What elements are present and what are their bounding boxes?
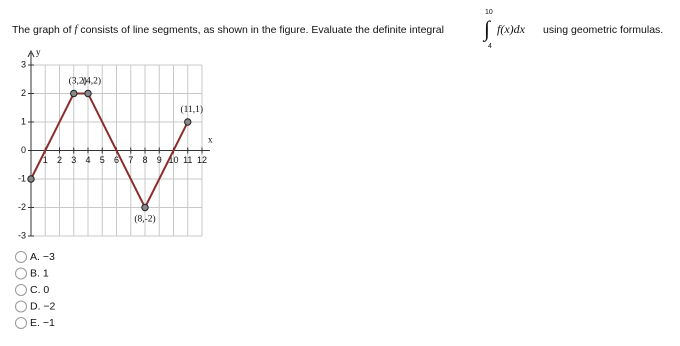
radio-button[interactable] bbox=[15, 300, 27, 313]
x-tick-label: 5 bbox=[100, 155, 105, 165]
choice-label[interactable]: E. −1 bbox=[30, 317, 55, 329]
y-tick-label: -2 bbox=[18, 202, 26, 212]
choice-label[interactable]: A. −3 bbox=[30, 251, 55, 263]
y-tick-label: 1 bbox=[21, 116, 26, 126]
point-label: (8,-2) bbox=[134, 214, 155, 225]
choice-label[interactable]: D. −2 bbox=[30, 300, 56, 312]
x-axis-label: x bbox=[208, 135, 213, 145]
point bbox=[184, 118, 192, 126]
y-tick-label: 2 bbox=[21, 88, 26, 98]
x-tick-label: 8 bbox=[142, 155, 147, 165]
x-tick-label: 12 bbox=[197, 155, 207, 165]
x-tick-label: 6 bbox=[114, 155, 119, 165]
y-arrow bbox=[27, 49, 35, 58]
point bbox=[141, 203, 149, 212]
question-after: using geometric formulas. bbox=[543, 24, 663, 36]
upper-limit: 10 bbox=[485, 9, 493, 16]
y-tick-label: 0 bbox=[21, 145, 26, 155]
question-before: The graph of bbox=[12, 24, 72, 36]
question-text: The graph of f consists of line segments… bbox=[12, 24, 444, 36]
x-tick-label: 4 bbox=[85, 155, 90, 165]
x-tick-label: 11 bbox=[183, 155, 192, 165]
graph: 1 2 3 4 5 6 7 8 9 10 11 12-3-2-10123xy(3,2)(4,2)(8,… bbox=[18, 47, 213, 240]
point bbox=[27, 175, 35, 183]
point-label: (11,1) bbox=[180, 104, 203, 115]
point-label: (3,2) bbox=[69, 76, 87, 87]
question-middle: consists of line segments, as shown in t… bbox=[80, 24, 444, 36]
choice-label[interactable]: B. 1 bbox=[30, 267, 49, 279]
radio-button[interactable] bbox=[15, 267, 27, 280]
radio-button[interactable] bbox=[15, 317, 27, 329]
x-tick-label: 9 bbox=[157, 155, 162, 165]
x-tick-label: 10 bbox=[168, 155, 178, 165]
x-tick-label: 2 bbox=[57, 155, 62, 165]
lower-limit: 4 bbox=[488, 43, 492, 50]
integral-sign: ∫ bbox=[482, 16, 492, 42]
x-tick-label: 1 bbox=[43, 155, 48, 165]
point bbox=[70, 89, 78, 98]
point bbox=[84, 89, 92, 98]
radio-button[interactable] bbox=[15, 251, 27, 263]
x-tick-label: 7 bbox=[128, 155, 133, 165]
radio-button[interactable] bbox=[15, 284, 27, 296]
x-tick-label: 3 bbox=[71, 155, 76, 165]
point-label: (4,2) bbox=[83, 76, 101, 87]
y-axis-label: y bbox=[36, 47, 41, 57]
y-tick-label: -3 bbox=[18, 230, 26, 240]
y-tick-label: -1 bbox=[18, 173, 26, 183]
y-tick-label: 3 bbox=[21, 59, 26, 69]
integrand: f(x)dx bbox=[497, 22, 526, 36]
choice-label[interactable]: C. 0 bbox=[30, 284, 49, 296]
function-name: f bbox=[74, 24, 79, 35]
choices: A. −3 B. 1 C. 0 D. −2 E. −1 bbox=[15, 251, 56, 329]
